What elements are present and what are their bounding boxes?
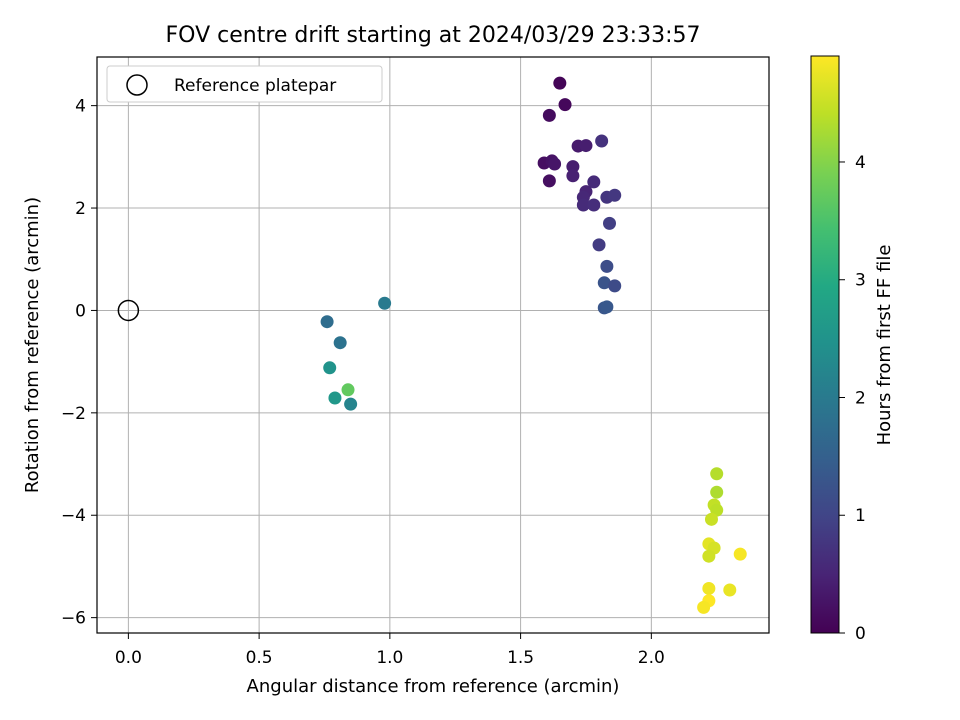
plot-frame (96, 56, 770, 634)
scatter-points (117, 76, 747, 614)
data-point (597, 276, 611, 290)
x-axis-label: Angular distance from reference (arcmin) (247, 676, 620, 697)
y-tick-label: −4 (61, 506, 86, 526)
data-point (328, 391, 342, 405)
data-point (323, 361, 337, 375)
data-point (378, 296, 392, 310)
data-point (600, 259, 614, 273)
y-tick-label: 4 (75, 97, 86, 117)
data-point (704, 512, 718, 526)
colorbar-gradient (810, 55, 840, 634)
data-point (548, 157, 562, 171)
legend: Reference platepar (106, 65, 383, 103)
colorbar-tick-label: 3 (855, 271, 866, 291)
data-point (566, 160, 580, 174)
data-point (341, 383, 355, 397)
data-point (558, 98, 572, 112)
data-point (579, 139, 593, 153)
y-axis-label: Rotation from reference (arcmin) (22, 197, 43, 493)
x-tick-label: 1.0 (376, 648, 403, 668)
legend-box (106, 65, 383, 103)
data-point (320, 315, 334, 329)
colorbar-tick-label: 1 (855, 506, 866, 526)
x-tick-label: 2.0 (638, 648, 665, 668)
colorbar-ticks: 0 1 2 3 4 (839, 153, 866, 644)
data-point (344, 397, 358, 411)
data-point (576, 198, 590, 212)
y-tick-label: −6 (61, 609, 86, 629)
y-tick-label: 0 (75, 301, 86, 321)
reference-platepar-marker (117, 299, 140, 322)
legend-marker-reference (126, 74, 148, 96)
y-tick-label: 2 (75, 199, 86, 219)
y-tick-label: −2 (61, 404, 86, 424)
data-point (592, 238, 606, 252)
x-tick-label: 0.0 (115, 648, 142, 668)
data-point (587, 198, 601, 212)
data-point (697, 600, 711, 614)
data-point (733, 547, 747, 561)
data-point (608, 188, 622, 202)
data-point (333, 336, 347, 350)
data-point (553, 76, 567, 90)
data-point (600, 300, 614, 314)
colorbar-tick-label: 2 (855, 388, 866, 408)
legend-label-reference: Reference platepar (174, 76, 336, 96)
x-axis-ticks: 0.0 0.5 1.0 1.5 2.0 (115, 633, 665, 668)
grid-lines (97, 57, 769, 633)
data-point (542, 174, 556, 188)
colorbar-tick-label: 0 (855, 624, 866, 644)
data-point (542, 108, 556, 122)
x-tick-label: 0.5 (246, 648, 273, 668)
data-point (710, 485, 724, 499)
data-point (702, 549, 716, 563)
data-point (587, 175, 601, 189)
chart-title: FOV centre drift starting at 2024/03/29 … (166, 23, 701, 48)
data-point (710, 467, 724, 481)
colorbar-tick-label: 4 (855, 153, 866, 173)
data-point (566, 169, 580, 183)
colorbar: 0 1 2 3 4 Hours from first FF file (810, 55, 895, 644)
x-tick-label: 1.5 (507, 648, 534, 668)
data-point (723, 583, 737, 597)
data-point (602, 216, 616, 230)
data-point (702, 581, 716, 595)
y-axis-ticks: −6 −4 −2 0 2 4 (61, 97, 97, 629)
data-point (608, 279, 622, 293)
data-point (595, 134, 609, 148)
colorbar-label: Hours from first FF file (874, 245, 895, 446)
